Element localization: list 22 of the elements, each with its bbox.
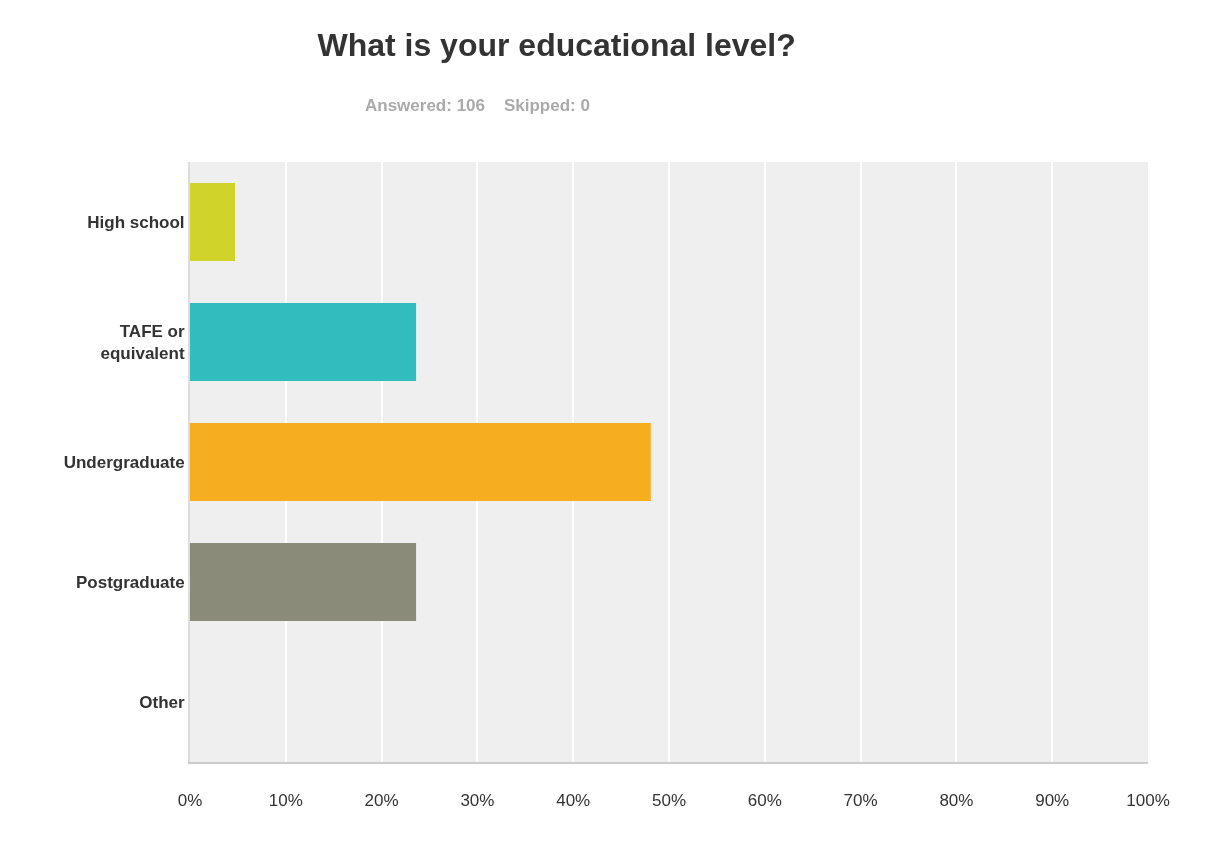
chart-subtitle: Answered: 106 Skipped: 0: [365, 96, 590, 115]
x-tick-label: 80%: [939, 791, 974, 811]
y-tick-label: Other: [139, 692, 185, 712]
x-tick-label: 100%: [1126, 791, 1170, 811]
x-tick-label: 30%: [460, 791, 495, 811]
bar: [190, 183, 236, 261]
x-tick-label: 50%: [651, 791, 687, 811]
x-tick-label: 90%: [1035, 791, 1070, 811]
y-tick-label: High school: [87, 212, 185, 232]
x-tick-label: 70%: [843, 791, 878, 811]
y-tick-label: Postgraduate: [75, 572, 185, 592]
x-tick-label: 40%: [556, 791, 591, 811]
bar: [190, 423, 651, 501]
y-tick-label: TAFE or equivalent: [100, 321, 185, 363]
bar: [190, 543, 417, 621]
x-tick-label: 10%: [268, 791, 303, 811]
x-tick-label: 60%: [747, 791, 782, 811]
chart-title: What is your educational level?: [317, 27, 796, 64]
bar: [190, 303, 417, 381]
x-tick-label: 20%: [364, 791, 399, 811]
x-tick-label: 0%: [177, 791, 203, 811]
y-tick-label: Undergraduate: [63, 452, 185, 472]
